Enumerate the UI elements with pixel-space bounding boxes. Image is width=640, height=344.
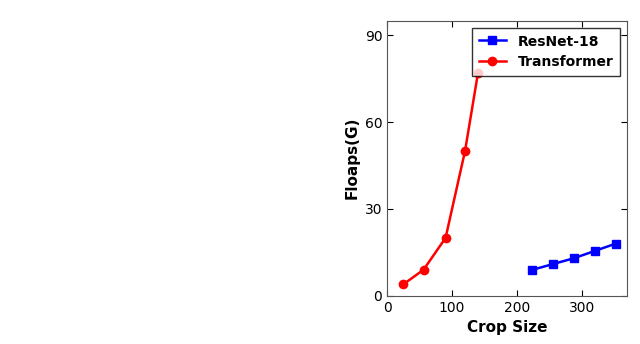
ResNet-18 xyxy=(529,268,536,272)
ResNet-18 xyxy=(570,256,578,260)
ResNet-18 xyxy=(591,249,598,253)
Transformer xyxy=(474,71,482,75)
Transformer xyxy=(420,268,428,272)
X-axis label: Crop Size: Crop Size xyxy=(467,320,547,335)
Y-axis label: Floaps(G): Floaps(G) xyxy=(344,117,359,200)
Line: Transformer: Transformer xyxy=(399,68,482,288)
Transformer xyxy=(399,282,407,286)
ResNet-18 xyxy=(549,262,557,266)
Transformer xyxy=(461,149,469,153)
Line: ResNet-18: ResNet-18 xyxy=(529,239,620,274)
Transformer xyxy=(442,236,449,240)
ResNet-18 xyxy=(612,241,620,246)
Legend: ResNet-18, Transformer: ResNet-18, Transformer xyxy=(472,28,620,76)
